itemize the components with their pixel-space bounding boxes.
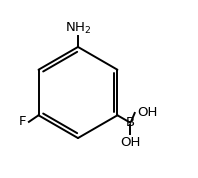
Text: NH$_2$: NH$_2$ — [65, 20, 91, 36]
Text: OH: OH — [120, 136, 141, 149]
Text: OH: OH — [137, 106, 158, 119]
Text: B: B — [126, 116, 135, 129]
Text: F: F — [19, 115, 26, 128]
